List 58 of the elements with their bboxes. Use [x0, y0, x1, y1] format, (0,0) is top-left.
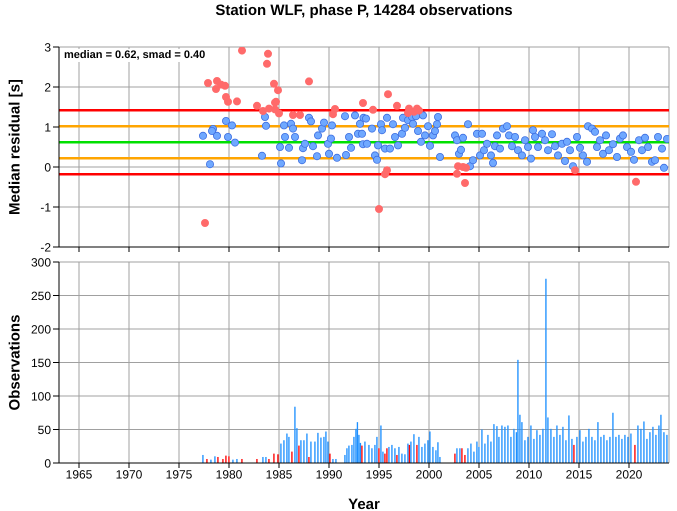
point: [259, 107, 267, 115]
y-tick-label: 250: [30, 288, 52, 303]
point: [263, 60, 271, 68]
point: [461, 179, 469, 187]
x-tick-label: 1990: [316, 468, 343, 482]
point: [384, 90, 392, 98]
point: [393, 102, 401, 110]
point: [381, 170, 389, 178]
point: [305, 77, 313, 86]
point: [238, 47, 246, 55]
y-axis-title: Median residual [s]: [6, 79, 24, 215]
x-tick-label: 1980: [216, 468, 243, 482]
y-tick-label: 3: [44, 40, 52, 54]
point: [289, 111, 297, 119]
point: [453, 170, 461, 178]
point: [274, 86, 282, 94]
x-tick-label: 1985: [266, 468, 293, 482]
chart-title: Station WLF, phase P, 14284 observations: [214, 1, 514, 21]
x-tick-label: 2010: [516, 468, 543, 482]
x-tick-label: 1965: [66, 468, 93, 482]
point: [331, 105, 339, 113]
y-tick-label: 1: [44, 120, 52, 134]
y-tick-label: -1: [40, 200, 52, 214]
x-tick-label: 1975: [166, 468, 193, 482]
point: [571, 166, 579, 174]
x-tick-label: 2015: [566, 468, 593, 482]
x-tick-label: 1995: [366, 468, 393, 482]
y-tick-label: 0: [44, 456, 52, 470]
x-axis-title: Year: [348, 496, 380, 511]
point: [275, 109, 283, 118]
point: [264, 50, 272, 58]
y-tick-label: 50: [38, 422, 52, 437]
x-tick-label: 2000: [416, 468, 443, 482]
point: [224, 98, 232, 106]
y-tick-label: 100: [30, 389, 52, 404]
point: [375, 205, 383, 213]
annotation: median = 0.62, smad = 0.40: [64, 49, 206, 62]
point: [359, 99, 367, 107]
y-tick-label: 150: [30, 356, 52, 370]
x-tick-label: 2020: [616, 468, 643, 482]
point: [270, 80, 278, 88]
y-tick-label: -2: [40, 240, 52, 254]
y-tick-label: 200: [30, 322, 52, 336]
point: [369, 106, 377, 114]
point: [253, 102, 261, 110]
point: [221, 82, 229, 90]
point: [212, 85, 220, 93]
y-tick-label: 2: [44, 80, 52, 94]
point: [233, 97, 241, 106]
point: [296, 111, 304, 119]
point: [632, 178, 640, 186]
y-axis-title: Observations: [6, 314, 24, 410]
point: [204, 79, 212, 87]
x-tick-label: 2005: [466, 468, 493, 482]
x-tick-label: 1970: [116, 468, 143, 482]
y-tick-label: 300: [30, 255, 52, 270]
y-tick-label: 0: [44, 160, 52, 174]
point: [201, 219, 209, 227]
